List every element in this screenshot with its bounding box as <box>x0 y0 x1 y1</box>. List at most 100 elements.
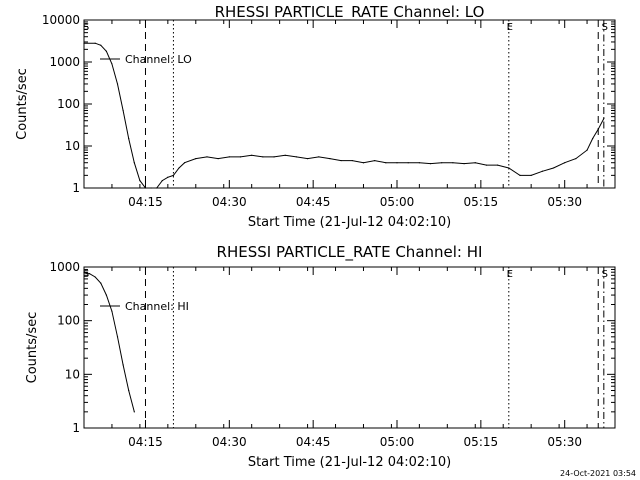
y-tick-label: 10 <box>65 367 80 381</box>
data-point <box>217 158 219 160</box>
data-point <box>396 162 398 164</box>
data-point <box>105 294 107 296</box>
data-point <box>128 389 130 392</box>
x-tick-label: 04:45 <box>296 195 331 209</box>
data-point <box>251 154 253 156</box>
chart-title: RHESSI PARTICLE_RATE Channel: LO <box>215 3 485 22</box>
chart-panel-hi: RHESSI PARTICLE_RATE Channel: HI 1 10 100 10… <box>25 243 616 470</box>
x-tick-label: 04:15 <box>128 195 163 209</box>
event-marker-s: S <box>83 22 89 33</box>
data-point <box>418 162 420 164</box>
x-tick-label: 04:15 <box>128 435 163 449</box>
data-point <box>362 162 365 164</box>
y-tick-label: 1000 <box>49 260 80 274</box>
y-tick-label: 1000 <box>49 55 80 69</box>
data-point <box>541 170 543 172</box>
data-point <box>100 282 102 284</box>
data-point <box>474 162 476 164</box>
data-point <box>122 364 124 366</box>
data-point <box>156 187 158 189</box>
data-point <box>116 83 119 85</box>
data-point <box>592 138 594 140</box>
y-tick-label: 1 <box>72 421 80 435</box>
data-point <box>88 273 91 275</box>
data-point <box>83 42 85 44</box>
x-axis-label: Start Time (21-Jul-12 04:02:10) <box>248 215 451 230</box>
chart-title: RHESSI PARTICLE_RATE Channel: HI <box>217 243 483 262</box>
x-tick-label: 05:00 <box>380 195 415 209</box>
plot-frame <box>83 19 616 189</box>
legend-label: Channel: HI <box>125 300 189 313</box>
data-point <box>497 164 499 166</box>
data-point <box>575 158 577 160</box>
y-tick-label: 100 <box>57 314 80 328</box>
data-point <box>178 167 180 169</box>
data-point <box>122 109 124 112</box>
data-point <box>306 158 309 160</box>
data-point <box>452 162 454 164</box>
data-point <box>385 162 387 164</box>
data-point <box>83 271 85 273</box>
data-point <box>318 156 320 158</box>
data-point <box>407 162 409 164</box>
x-tick-label: 05:30 <box>547 435 582 449</box>
data-point <box>184 162 186 164</box>
data-point <box>262 156 264 158</box>
data-point <box>586 149 588 151</box>
y-tick-label: 1 <box>72 181 80 195</box>
data-point <box>463 163 465 165</box>
data-point <box>111 63 113 65</box>
event-marker-e: E <box>507 269 513 280</box>
plot-frame <box>83 266 616 429</box>
event-marker-s: S <box>602 22 608 33</box>
x-tick-label: 05:00 <box>380 435 415 449</box>
data-point <box>195 158 197 160</box>
data-point <box>284 154 286 156</box>
x-tick-label: 05:15 <box>464 435 499 449</box>
data-point <box>100 44 102 46</box>
data-series-line <box>83 271 135 412</box>
data-point <box>206 156 208 158</box>
data-point <box>552 167 555 169</box>
data-point <box>273 156 275 158</box>
x-tick-label: 05:30 <box>547 195 582 209</box>
data-point <box>94 276 96 278</box>
x-axis-label: Start Time (21-Jul-12 04:02:10) <box>248 455 451 470</box>
data-point <box>161 180 163 182</box>
legend-label: Channel: LO <box>125 53 192 66</box>
data-point <box>239 156 242 158</box>
data-point <box>485 164 488 166</box>
data-point <box>374 159 376 162</box>
data-point <box>295 156 297 158</box>
y-tick-label: 10 <box>65 139 80 153</box>
data-point <box>139 180 141 182</box>
chart-panel-lo: RHESSI PARTICLE_RATE Channel: LO 1 10 100 10… <box>15 3 616 230</box>
data-point <box>228 156 230 158</box>
data-point <box>116 336 119 338</box>
data-point <box>133 411 135 413</box>
data-point <box>150 187 152 189</box>
data-point <box>429 163 432 165</box>
x-tick-label: 04:45 <box>296 435 331 449</box>
generation-timestamp: 24-Oct-2021 03:54 <box>560 469 636 478</box>
data-point <box>597 128 599 130</box>
data-point <box>519 174 521 176</box>
data-point <box>351 159 353 162</box>
event-marker-s: S <box>83 269 89 280</box>
data-point <box>603 117 605 120</box>
data-point <box>144 187 147 189</box>
data-point <box>172 174 175 176</box>
data-point <box>105 50 107 52</box>
data-point <box>564 162 566 164</box>
data-point <box>94 42 96 44</box>
y-axis-label: Counts/sec <box>15 68 30 140</box>
y-tick-label: 10000 <box>42 13 80 27</box>
event-marker-s: S <box>602 269 608 280</box>
data-point <box>329 158 331 160</box>
y-tick-label: 100 <box>57 97 80 111</box>
y-axis-label: Counts/sec <box>25 312 40 384</box>
x-tick-label: 05:15 <box>464 195 499 209</box>
data-point <box>133 162 135 164</box>
data-point <box>441 162 443 164</box>
